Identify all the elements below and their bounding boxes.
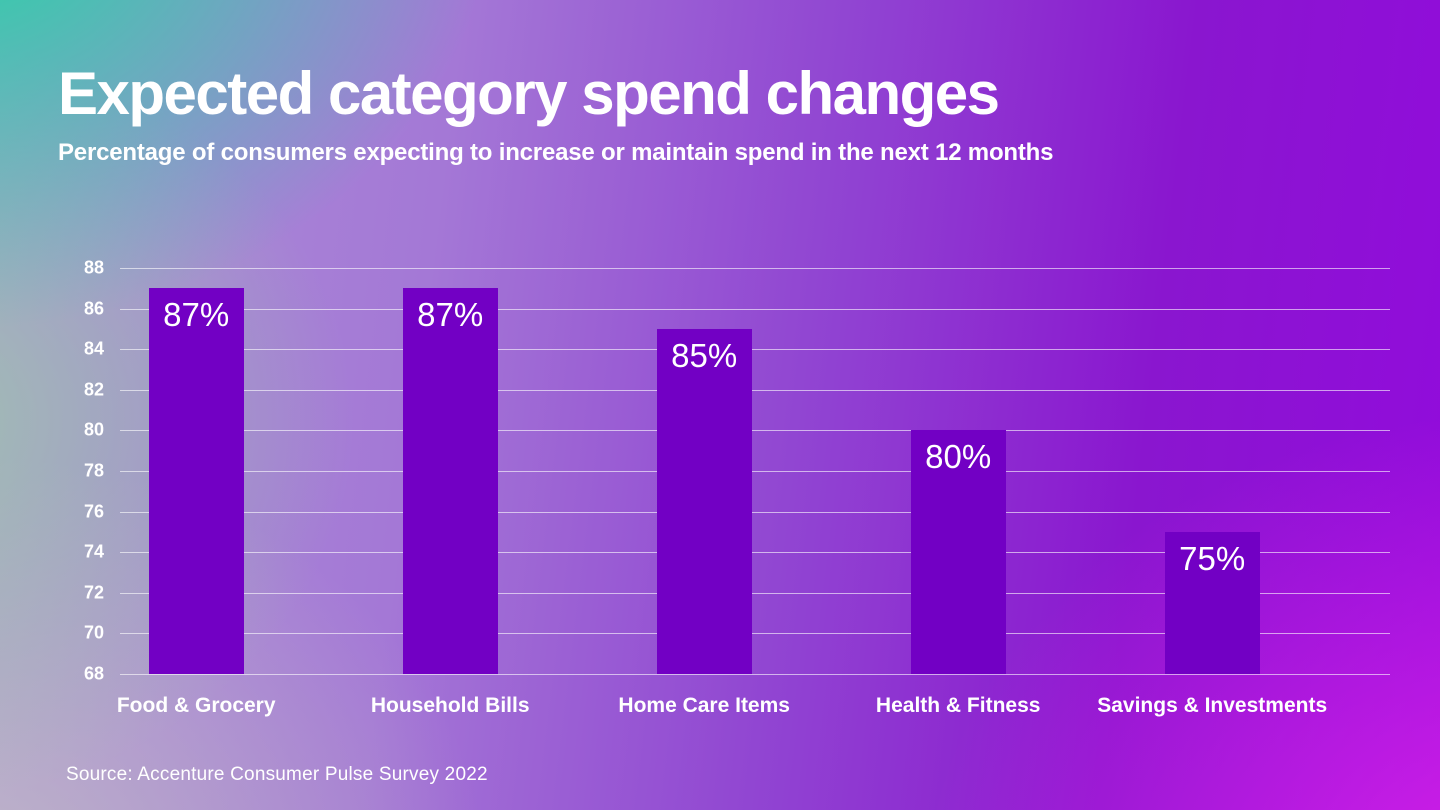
bar-health-fitness: 80% [910, 430, 1006, 674]
source-note: Source: Accenture Consumer Pulse Survey … [66, 764, 488, 785]
category-label-household-bills: Household Bills [370, 694, 530, 717]
category-label-food-grocery: Food & Grocery [116, 694, 276, 717]
bar-value-label: 87% [163, 296, 230, 334]
gridline [120, 389, 1390, 391]
bar-household-bills: 87% [402, 288, 498, 674]
y-tick-label: 82 [83, 379, 104, 400]
y-tick-label: 84 [83, 338, 104, 359]
chart-header: Expected category spend changes Percenta… [58, 62, 1053, 167]
y-tick-label: 78 [83, 460, 104, 481]
gridline [120, 552, 1390, 554]
category-label-home-care-items: Home Care Items [618, 694, 790, 717]
y-tick-label: 70 [83, 622, 104, 643]
bar-food-grocery: 87% [148, 288, 244, 674]
gridline [120, 430, 1390, 432]
bar-value-label: 87% [417, 296, 484, 334]
y-tick-label: 80 [83, 419, 104, 440]
bar-home-care-items: 85% [656, 328, 752, 674]
category-label-savings-investments: Savings & Investments [1097, 694, 1328, 717]
bar-value-label: 85% [671, 336, 738, 374]
category-label-health-fitness: Health & Fitness [875, 694, 1041, 717]
gridline [120, 592, 1390, 594]
bar-chart: 68 70 72 74 76 78 80 82 84 86 88 87% Food & Grocery 8… [84, 258, 1390, 717]
gridline [120, 471, 1390, 472]
gridline [120, 268, 1390, 269]
y-tick-label: 68 [83, 663, 104, 684]
gridline [120, 308, 1390, 310]
y-tick-label: 76 [83, 501, 104, 522]
gridline [120, 633, 1390, 635]
bar-value-label: 75% [1179, 539, 1246, 577]
y-tick-label: 88 [83, 257, 104, 278]
y-tick-label: 72 [83, 582, 104, 603]
page-title: Expected category spend changes [58, 60, 1000, 127]
gridline [120, 349, 1390, 351]
gridline [120, 674, 1390, 675]
bar-savings-investments: 75% [1164, 531, 1260, 674]
bar-value-label: 80% [925, 438, 992, 476]
page-subtitle: Percentage of consumers expecting to inc… [58, 139, 1054, 166]
y-tick-label: 74 [83, 541, 104, 562]
plot-area: 68 70 72 74 76 78 80 82 84 86 88 87% Food & Grocery 8… [84, 258, 1390, 717]
gridline [120, 511, 1390, 513]
y-tick-label: 86 [83, 298, 104, 319]
